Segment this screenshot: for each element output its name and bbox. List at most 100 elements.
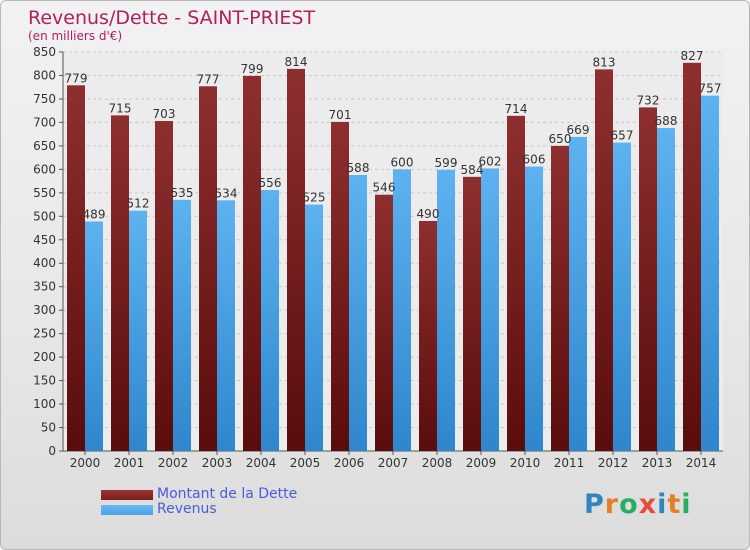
x-tick-label: 2002	[158, 456, 189, 470]
bar-revenue	[437, 169, 455, 451]
bar-debt	[507, 115, 525, 451]
y-tick-label: 500	[33, 209, 56, 223]
data-label-revenue: 489	[83, 207, 106, 221]
data-label-debt: 813	[593, 55, 616, 69]
x-tick-label: 2010	[510, 456, 541, 470]
data-label-debt: 703	[153, 107, 176, 121]
data-label-debt: 715	[109, 101, 132, 115]
data-label-debt: 714	[505, 102, 528, 116]
chart-title: Revenus/Dette - SAINT-PRIEST	[28, 7, 316, 29]
y-tick-label: 700	[33, 115, 56, 129]
bar-debt	[67, 85, 85, 451]
y-tick-label: 100	[33, 397, 56, 411]
y-tick-label: 50	[41, 421, 56, 435]
bar-revenue	[701, 95, 719, 451]
bar-revenue	[85, 221, 103, 451]
data-label-revenue: 657	[611, 129, 634, 143]
data-label-revenue: 588	[347, 161, 370, 175]
y-tick-label: 450	[33, 233, 56, 247]
legend-label-debt: Montant de la Dette	[157, 486, 298, 502]
logo-letter: t	[667, 489, 682, 520]
bar-debt	[419, 220, 437, 451]
y-tick-label: 550	[33, 186, 56, 200]
data-label-revenue: 669	[567, 123, 590, 137]
data-label-debt: 779	[65, 71, 88, 85]
y-tick-label: 400	[33, 256, 56, 270]
bar-debt	[155, 121, 173, 451]
data-label-revenue: 512	[127, 197, 150, 211]
x-tick-label: 2004	[246, 456, 277, 470]
y-tick-label: 300	[33, 303, 56, 317]
data-label-revenue: 535	[171, 186, 194, 200]
bar-revenue	[173, 199, 191, 451]
data-label-debt: 701	[329, 108, 352, 122]
x-tick-label: 2003	[202, 456, 233, 470]
bar-debt	[639, 107, 657, 451]
data-label-debt: 732	[637, 93, 660, 107]
data-label-debt: 799	[241, 62, 264, 76]
bar-debt	[595, 69, 613, 452]
proxiti-logo: Proxiti	[584, 489, 692, 520]
bar-revenue	[613, 142, 631, 451]
bar-revenue	[129, 210, 147, 451]
data-label-debt: 814	[285, 55, 308, 69]
x-tick-label: 2008	[422, 456, 453, 470]
data-label-debt: 490	[417, 207, 440, 221]
data-label-revenue: 600	[391, 155, 414, 169]
y-tick-label: 850	[33, 45, 56, 59]
data-label-revenue: 757	[699, 82, 722, 96]
y-tick-label: 0	[48, 444, 56, 458]
bar-debt	[287, 68, 305, 451]
legend-label-revenue: Revenus	[157, 501, 217, 517]
y-tick-label: 250	[33, 327, 56, 341]
y-tick-label: 350	[33, 280, 56, 294]
chart-subtitle: (en milliers d'€)	[28, 29, 123, 43]
data-label-debt: 827	[681, 49, 704, 63]
x-tick-label: 2006	[334, 456, 365, 470]
bar-revenue	[261, 190, 279, 451]
data-label-revenue: 556	[259, 176, 282, 190]
x-tick-label: 2014	[686, 456, 717, 470]
x-tick-label: 2011	[554, 456, 585, 470]
data-label-debt: 650	[549, 132, 572, 146]
bar-debt	[375, 194, 393, 451]
x-tick-label: 2000	[70, 456, 101, 470]
y-tick-label: 150	[33, 374, 56, 388]
logo-letter: i	[681, 489, 692, 520]
bar-revenue	[525, 166, 543, 451]
legend-swatch-revenue	[101, 505, 153, 515]
logo-letter: x	[638, 489, 658, 520]
bar-debt	[683, 62, 701, 451]
bar-revenue	[217, 200, 235, 451]
data-label-revenue: 602	[479, 154, 502, 168]
y-tick-label: 750	[33, 92, 56, 106]
bar-revenue	[569, 136, 587, 451]
logo-letter: o	[619, 489, 639, 520]
bar-debt	[331, 121, 349, 451]
x-tick-label: 2013	[642, 456, 673, 470]
legend-swatch-debt	[101, 490, 153, 500]
logo-letter: i	[657, 489, 668, 520]
data-label-revenue: 534	[215, 186, 238, 200]
y-tick-label: 650	[33, 139, 56, 153]
bar-debt	[463, 176, 481, 451]
bar-debt	[551, 145, 569, 451]
data-label-revenue: 599	[435, 156, 458, 170]
x-tick-label: 2001	[114, 456, 145, 470]
bar-revenue	[481, 168, 499, 451]
x-tick-label: 2005	[290, 456, 321, 470]
bar-revenue	[305, 204, 323, 451]
x-tick-label: 2009	[466, 456, 497, 470]
data-label-revenue: 525	[303, 191, 326, 205]
bar-debt	[111, 115, 129, 451]
bar-debt	[243, 75, 261, 451]
bar-revenue	[657, 128, 675, 451]
data-label-revenue: 606	[523, 153, 546, 167]
logo-letter: P	[584, 489, 605, 520]
y-tick-label: 200	[33, 350, 56, 364]
y-tick-label: 600	[33, 162, 56, 176]
x-tick-label: 2012	[598, 456, 629, 470]
data-label-debt: 777	[197, 72, 220, 86]
